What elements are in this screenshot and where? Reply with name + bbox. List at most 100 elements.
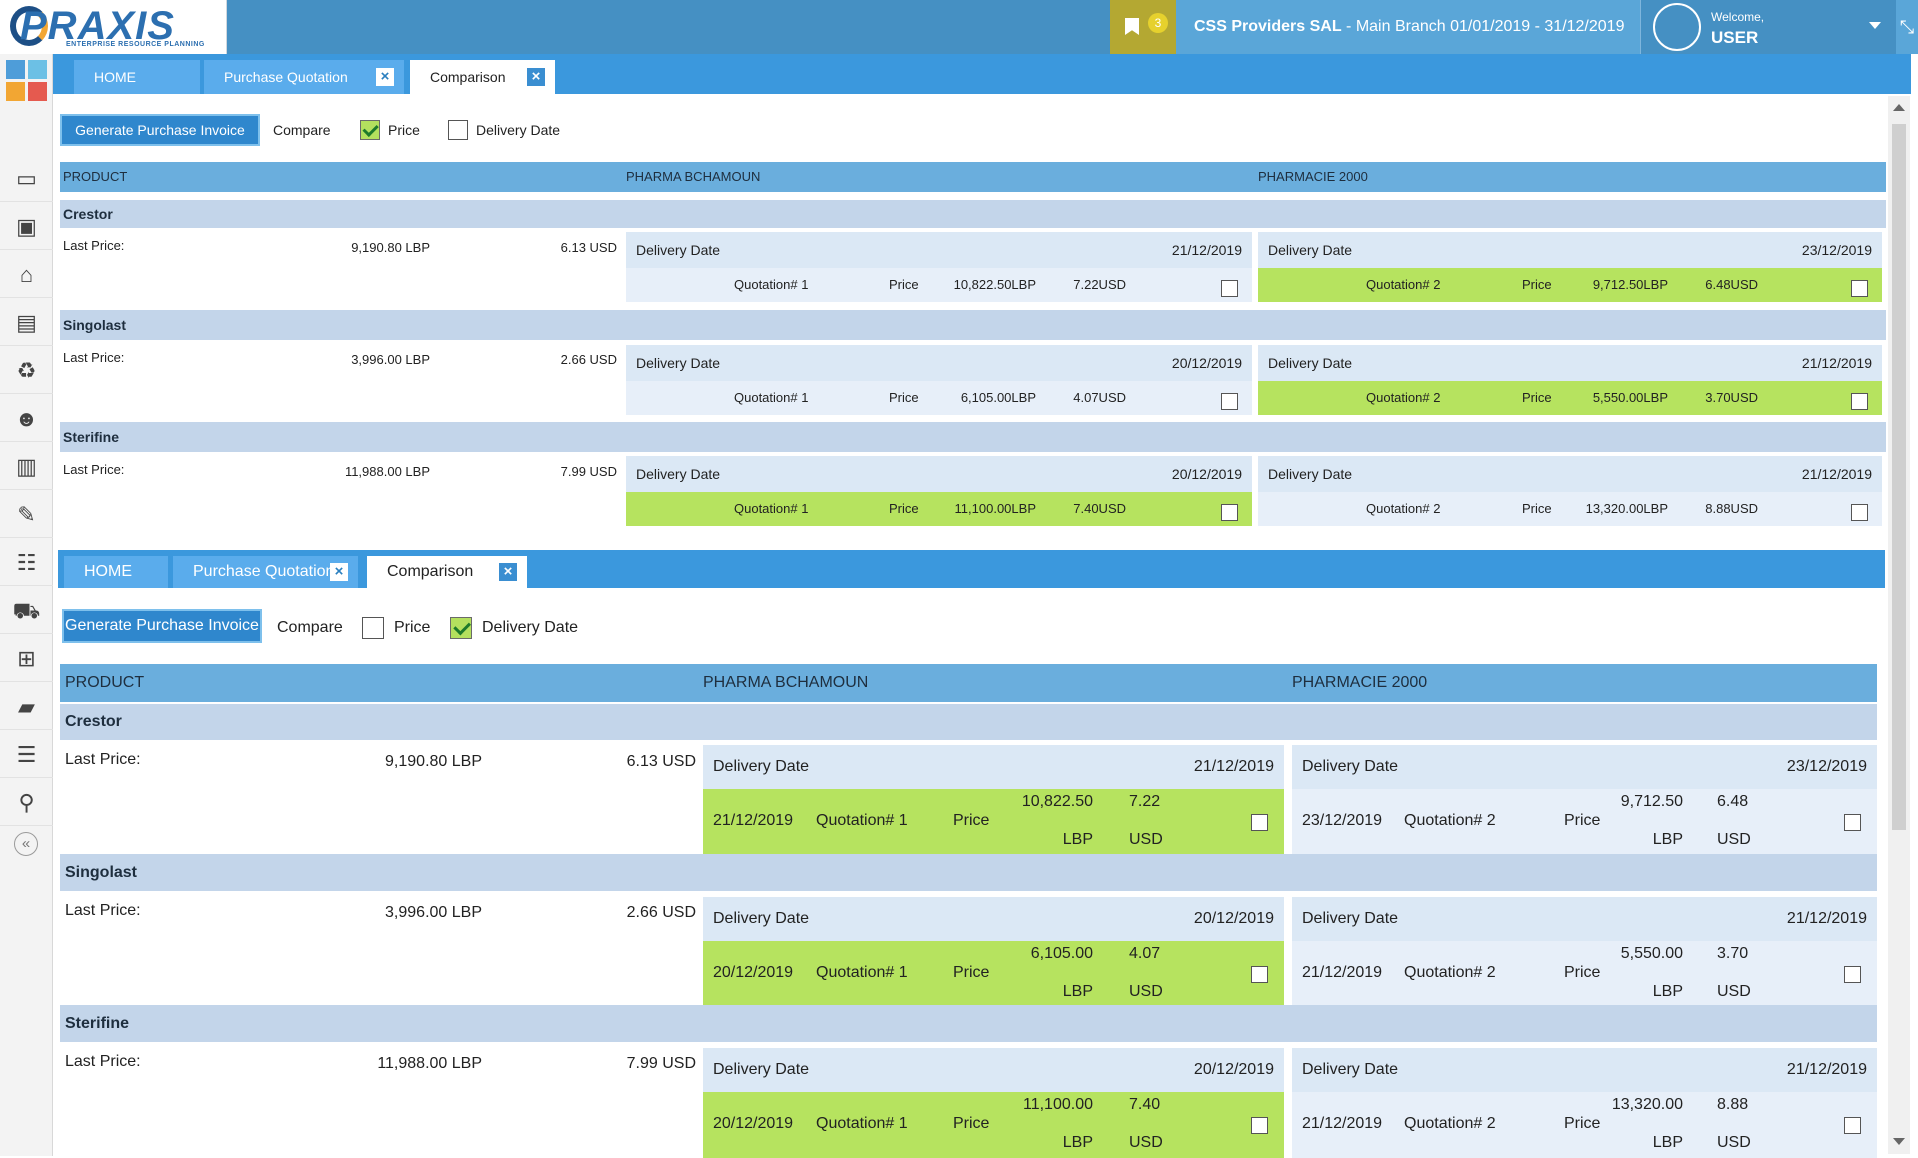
compare-label: Compare bbox=[273, 122, 331, 138]
best-quotation-row[interactable]: Quotation# 2 Price 5,550.00LBP 3.70USD bbox=[1258, 381, 1882, 415]
quotation-row[interactable]: Quotation# 1 Price 6,105.00LBP 4.07USD bbox=[626, 381, 1252, 415]
scrollbar-thumb[interactable] bbox=[1892, 124, 1906, 830]
tab-label: Comparison bbox=[387, 563, 474, 580]
last-price-lbp: 9,190.80 LBP bbox=[385, 753, 482, 770]
generate-purchase-invoice-button[interactable]: Generate Purchase Invoice bbox=[62, 609, 262, 643]
select-quotation-checkbox[interactable] bbox=[1844, 1116, 1861, 1134]
best-quotation-row[interactable]: 20/12/2019 Quotation# 1 Price 11,100.00 LBP 7… bbox=[703, 1092, 1284, 1158]
quotation-number: Quotation# 1 bbox=[816, 1115, 908, 1132]
best-quotation-row[interactable]: 21/12/2019 Quotation# 1 Price 10,822.50 LBP 7… bbox=[703, 789, 1284, 855]
price-usd: 7.40USD bbox=[1073, 501, 1126, 516]
select-quotation-checkbox[interactable] bbox=[1251, 813, 1268, 831]
money-icon[interactable]: ▣ bbox=[0, 204, 53, 250]
truck-icon[interactable]: ⛟ bbox=[0, 588, 53, 634]
tab-home[interactable]: HOME bbox=[64, 556, 168, 588]
home-icon[interactable]: ⌂ bbox=[0, 252, 53, 298]
compare-option-label: Price bbox=[394, 619, 431, 636]
price-lbp-amount: 9,712.50 bbox=[1620, 793, 1683, 810]
praxis-logo[interactable]: PRAXIS ENTERPRISE RESOURCE PLANNING bbox=[0, 0, 227, 54]
wrench-icon[interactable]: ✎ bbox=[0, 492, 53, 538]
compare-price-checkbox[interactable] bbox=[362, 617, 384, 639]
delivery-date-label: Delivery Date bbox=[1268, 466, 1353, 482]
folder-icon[interactable]: ▰ bbox=[0, 684, 53, 730]
compare-delivery-date-checkbox[interactable] bbox=[450, 617, 472, 639]
compare-delivery-date-checkbox[interactable] bbox=[448, 120, 468, 140]
product-name: Singolast bbox=[63, 317, 127, 333]
last-price-lbp: 9,190.80 LBP bbox=[351, 240, 430, 255]
scroll-down-icon[interactable] bbox=[1893, 1138, 1905, 1145]
supplier-quote-card: Delivery Date 21/12/2019 21/12/2019 Quotati… bbox=[1292, 897, 1877, 1007]
company-context[interactable]: CSS Providers SAL - Main Branch 01/01/20… bbox=[1176, 0, 1640, 54]
select-quotation-checkbox[interactable] bbox=[1844, 965, 1861, 983]
select-quotation-checkbox[interactable] bbox=[1851, 392, 1868, 410]
price-usd: 7.22USD bbox=[1073, 277, 1126, 292]
grid-header: PRODUCT PHARMA BCHAMOUN PHARMACIE 2000 bbox=[60, 664, 1877, 702]
select-quotation-checkbox[interactable] bbox=[1844, 813, 1861, 831]
quotation-row[interactable]: 21/12/2019 Quotation# 2 Price 5,550.00 LBP 3.… bbox=[1292, 941, 1877, 1007]
users-icon[interactable]: ☻ bbox=[0, 396, 53, 442]
last-price-usd: 2.66 USD bbox=[560, 352, 617, 367]
collapse-rail-icon[interactable]: « bbox=[14, 832, 38, 856]
location-icon[interactable]: ⚲ bbox=[0, 780, 53, 826]
close-icon[interactable]: × bbox=[499, 563, 517, 581]
supplier-quote-card: Delivery Date 21/12/2019 21/12/2019 Quotati… bbox=[1292, 1048, 1877, 1158]
select-quotation-checkbox[interactable] bbox=[1251, 1116, 1268, 1134]
quotation-number: Quotation# 1 bbox=[816, 812, 908, 829]
price-usd-amount: 3.70 bbox=[1717, 945, 1749, 962]
column-header: PRODUCT bbox=[65, 674, 145, 691]
tab-comparison[interactable]: Comparison × bbox=[410, 60, 555, 94]
card-icon[interactable]: ▤ bbox=[0, 300, 53, 346]
tab-purchase-quotation[interactable]: Purchase Quotation × bbox=[204, 60, 404, 94]
delivery-date-label: Delivery Date bbox=[713, 910, 810, 927]
document-icon[interactable]: ☰ bbox=[0, 732, 53, 778]
tab-comparison[interactable]: Comparison × bbox=[367, 556, 527, 588]
price-lbp-unit: LBP bbox=[1062, 831, 1093, 848]
quotation-delivery-date: 21/12/2019 bbox=[1302, 1115, 1383, 1132]
quotation-row[interactable]: 21/12/2019 Quotation# 2 Price 13,320.00 LBP 8… bbox=[1292, 1092, 1877, 1158]
tab-home[interactable]: HOME bbox=[74, 60, 200, 94]
select-quotation-checkbox[interactable] bbox=[1851, 503, 1868, 521]
price-usd: 8.88USD bbox=[1705, 501, 1758, 516]
user-menu[interactable]: Welcome, USER bbox=[1640, 0, 1896, 54]
quotation-number: Quotation# 1 bbox=[816, 964, 908, 981]
generate-purchase-invoice-button[interactable]: Generate Purchase Invoice bbox=[60, 114, 260, 146]
last-price-lbp: 11,988.00 LBP bbox=[377, 1055, 482, 1072]
scroll-up-icon[interactable] bbox=[1893, 104, 1905, 111]
cart-icon[interactable]: ⊞ bbox=[0, 636, 53, 682]
building-icon[interactable]: ▥ bbox=[0, 444, 53, 490]
best-quotation-row[interactable]: 20/12/2019 Quotation# 1 Price 6,105.00 LBP 4.… bbox=[703, 941, 1284, 1007]
delivery-date-value: 21/12/2019 bbox=[1786, 1061, 1867, 1078]
compare-price-checkbox[interactable] bbox=[360, 120, 380, 140]
tab-purchase-quotation[interactable]: Purchase Quotation × bbox=[173, 556, 358, 588]
select-quotation-checkbox[interactable] bbox=[1221, 503, 1238, 521]
select-quotation-checkbox[interactable] bbox=[1221, 279, 1238, 297]
select-quotation-checkbox[interactable] bbox=[1251, 965, 1268, 983]
expand-icon: ⤡ bbox=[1899, 17, 1915, 37]
apps-grid-icon[interactable] bbox=[6, 60, 47, 101]
monitor-icon[interactable]: ▭ bbox=[0, 156, 53, 202]
select-quotation-checkbox[interactable] bbox=[1221, 392, 1238, 410]
close-icon[interactable]: × bbox=[376, 68, 394, 86]
left-rail: ▭ ▣ ⌂ ▤ ♻ ☻ ▥ ✎ ☷ ⛟ ⊞ ▰ ☰ ⚲ « bbox=[0, 54, 53, 1156]
best-quotation-row[interactable]: Quotation# 2 Price 9,712.50LBP 6.48USD bbox=[1258, 268, 1882, 302]
best-quotation-row[interactable]: Quotation# 1 Price 11,100.00LBP 7.40USD bbox=[626, 492, 1252, 526]
column-header: PHARMACIE 2000 bbox=[1258, 169, 1368, 184]
recycle-icon[interactable]: ♻ bbox=[0, 348, 53, 394]
quotation-row[interactable]: 23/12/2019 Quotation# 2 Price 9,712.50 LBP 6.… bbox=[1292, 789, 1877, 855]
product-row: Sterifine bbox=[60, 1005, 1877, 1042]
delivery-date-value: 21/12/2019 bbox=[1193, 758, 1274, 775]
quotation-row[interactable]: Quotation# 1 Price 10,822.50LBP 7.22USD bbox=[626, 268, 1252, 302]
org-chart-icon[interactable]: ☷ bbox=[0, 540, 53, 586]
price-usd-amount: 6.48 bbox=[1717, 793, 1749, 810]
notifications-button[interactable]: 3 bbox=[1110, 0, 1176, 54]
delivery-date-value: 20/12/2019 bbox=[1193, 910, 1274, 927]
fullscreen-button[interactable]: ⤡ bbox=[1896, 0, 1918, 54]
quotation-row[interactable]: Quotation# 2 Price 13,320.00LBP 8.88USD bbox=[1258, 492, 1882, 526]
select-quotation-checkbox[interactable] bbox=[1851, 279, 1868, 297]
delivery-date-value: 21/12/2019 bbox=[1171, 242, 1242, 258]
close-icon[interactable]: × bbox=[527, 68, 545, 86]
tab-label: HOME bbox=[94, 69, 136, 85]
tab-strip: HOME Purchase Quotation × Comparison × bbox=[53, 54, 1911, 94]
close-icon[interactable]: × bbox=[330, 563, 348, 581]
compare-option-label: Price bbox=[388, 122, 420, 138]
